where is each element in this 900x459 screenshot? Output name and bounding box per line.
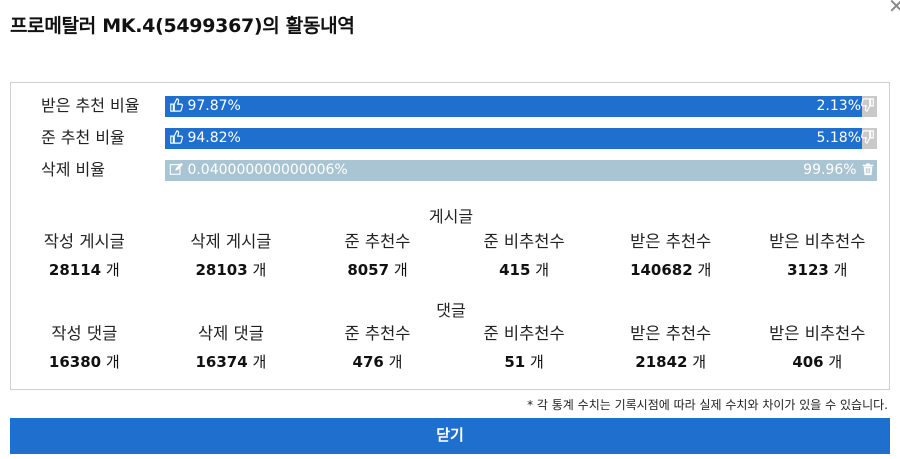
ratio-right: 99.96% [803,160,877,181]
stat-unit: 개 [105,261,120,279]
stat-label: 받은 추천수 [630,324,712,343]
close-icon[interactable]: ✕ [888,0,900,18]
close-button[interactable]: 닫기 [10,418,890,454]
stat-unit: 개 [828,353,843,371]
stat-label: 받은 비추천수 [769,232,866,251]
stat-number: 16374 [195,353,248,371]
ratio-right-value: 99.96% [803,162,857,178]
stat-unit: 개 [252,261,267,279]
stat-label: 준 추천수 [344,324,411,343]
stat-value: 51 개 [451,350,598,374]
stat-label: 준 비추천수 [483,232,565,251]
stat-value: 140682 개 [597,258,744,282]
ratio-left-value: 94.82% [187,130,241,146]
stat-label: 작성 댓글 [51,324,118,343]
stat-number: 28114 [48,261,102,279]
posts-section-title: 게시글 [428,207,474,226]
ratio-right: 2.13% [817,96,877,117]
comments-stat: 준 추천수 476 개 [304,323,451,374]
stat-number: 415 [499,261,531,279]
thumbs-down-icon [861,98,875,112]
comments-stat: 받은 비추천수 406 개 [744,323,891,374]
posts-stat: 작성 게시글 28114 개 [11,231,158,282]
stat-unit: 개 [692,353,707,371]
stat-label: 작성 게시글 [43,232,125,251]
stat-number: 140682 [630,261,693,279]
ratio-bar: 0.040000000000006% 99.96% [165,160,877,181]
posts-stat: 받은 비추천수 3123 개 [744,231,891,282]
ratio-label: 받은 추천 비율 [41,96,140,115]
stat-unit: 개 [252,353,267,371]
comments-stat: 작성 댓글 16380 개 [11,323,158,374]
stat-value: 16374 개 [158,350,305,374]
ratio-bar-left: 94.82% [165,128,826,149]
edit-icon [169,162,183,176]
stat-unit: 개 [388,353,403,371]
ratio-row-received-recommend: 받은 추천 비율 97.87% 2.13% [11,95,891,117]
stat-label: 받은 추천수 [630,232,712,251]
thumbs-up-icon [169,130,183,144]
ratio-row-given-recommend: 준 추천 비율 94.82% 5.18% [11,127,891,149]
stat-unit: 개 [105,353,120,371]
stat-label: 준 비추천수 [483,324,565,343]
ratio-row-delete: 삭제 비율 0.040000000000006% 99.96% [11,159,891,181]
thumbs-down-icon [861,130,875,144]
ratio-right-value: 5.18% [816,130,861,146]
ratio-bar: 94.82% 5.18% [165,128,877,149]
stat-unit: 개 [833,261,848,279]
stat-number: 16380 [48,353,102,371]
stat-unit: 개 [697,261,712,279]
ratio-right-value: 2.13% [816,98,861,114]
stat-number: 28103 [195,261,248,279]
comments-stat: 받은 추천수 21842 개 [597,323,744,374]
ratio-bar-left: 97.87% [165,96,848,117]
activity-panel: 받은 추천 비율 97.87% 2.13% 준 추천 비율 94.82% 5.1… [10,82,890,390]
trash-icon [861,162,875,176]
stat-value: 3123 개 [744,258,891,282]
stat-label: 준 추천수 [344,232,411,251]
stat-value: 28103 개 [158,258,305,282]
stat-number: 21842 [635,353,688,371]
stat-value: 28114 개 [11,258,158,282]
footnote: * 각 통계 수치는 기록시점에 따라 실제 수치와 차이가 있을 수 있습니다… [527,398,888,412]
thumbs-up-icon [169,98,183,112]
stat-value: 415 개 [451,258,598,282]
stat-value: 16380 개 [11,350,158,374]
stat-unit: 개 [530,353,544,371]
stat-label: 삭제 댓글 [197,324,264,343]
stat-unit: 개 [535,261,550,279]
comments-section-title: 댓글 [436,301,466,320]
posts-stat: 삭제 게시글 28103 개 [158,231,305,282]
ratio-left-value: 97.87% [187,98,241,114]
stat-number: 476 [352,353,384,371]
ratio-bar-left: 0.040000000000006% [165,160,348,181]
posts-stat: 준 비추천수 415 개 [451,231,598,282]
posts-stat: 준 추천수 8057 개 [304,231,451,282]
ratio-right: 5.18% [817,128,877,149]
stat-number: 3123 [787,261,829,279]
stat-number: 8057 [347,261,390,279]
comments-stat: 준 비추천수 51 개 [451,323,598,374]
ratio-label: 삭제 비율 [41,160,105,179]
stat-label: 받은 비추천수 [769,324,866,343]
stat-number: 406 [792,353,824,371]
stat-value: 406 개 [744,350,891,374]
stat-value: 21842 개 [597,350,744,374]
stat-unit: 개 [393,261,408,279]
stat-label: 삭제 게시글 [190,232,272,251]
stat-value: 8057 개 [304,258,451,282]
dialog-title: 프로메탈러 MK.4(5499367)의 활동내역 [10,15,355,37]
ratio-label: 준 추천 비율 [41,128,125,147]
posts-stat: 받은 추천수 140682 개 [597,231,744,282]
stat-number: 51 [504,353,526,371]
comments-stat: 삭제 댓글 16374 개 [158,323,305,374]
ratio-left-value: 0.040000000000006% [187,162,348,178]
stat-value: 476 개 [304,350,451,374]
ratio-bar: 97.87% 2.13% [165,96,877,117]
